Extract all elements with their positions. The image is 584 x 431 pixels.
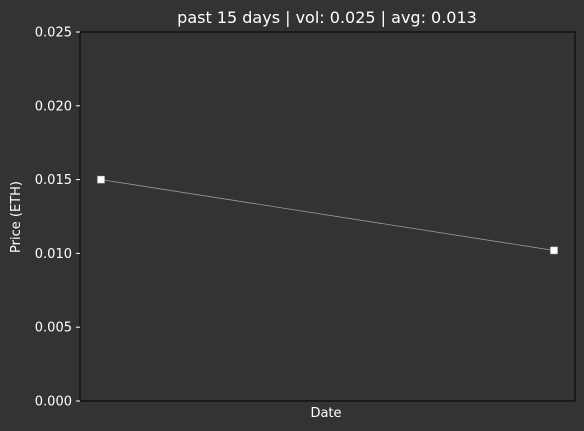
- y-axis-label: Price (ETH): [9, 181, 24, 253]
- y-axis-ticks: 0.000 0.005 0.010 0.015 0.020 0.025: [35, 26, 80, 410]
- series-group: [97, 175, 558, 255]
- x-axis-label: Date: [310, 406, 341, 421]
- data-point-marker: [550, 246, 558, 255]
- data-point-marker: [97, 175, 105, 184]
- plot-area: [79, 31, 576, 402]
- y-tick-label: 0.020: [35, 99, 72, 114]
- y-tick-label: 0.010: [35, 247, 72, 262]
- y-tick-label: 0.005: [35, 321, 72, 336]
- y-tick-label: 0.015: [35, 173, 72, 188]
- chart-title: past 15 days | vol: 0.025 | avg: 0.013: [177, 8, 477, 27]
- y-tick-label: 0.000: [35, 395, 72, 410]
- series-line: [100, 179, 555, 251]
- y-tick-label: 0.025: [35, 26, 72, 41]
